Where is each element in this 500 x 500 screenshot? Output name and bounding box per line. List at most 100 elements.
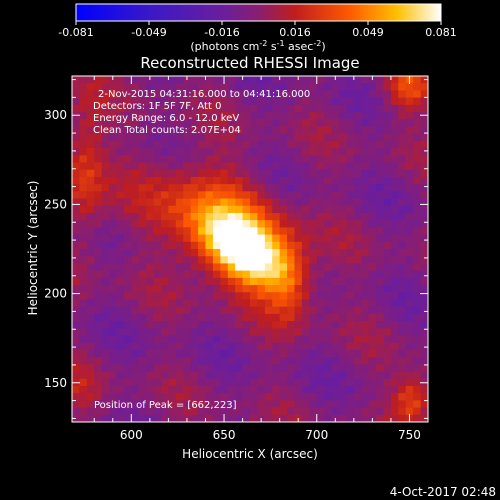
heatmap-pixel [294,393,303,401]
heatmap-pixel [101,97,110,106]
heatmap-pixel [398,364,407,372]
heatmap-pixel [235,133,243,142]
heatmap-pixel [413,249,421,257]
heatmap-pixel [183,104,192,113]
heatmap-pixel [376,220,384,228]
heatmap-pixel [161,285,169,293]
heatmap-pixel [198,227,206,235]
heatmap-pixel [198,104,206,113]
heatmap-pixel [309,126,318,135]
heatmap-pixel [405,83,414,91]
heatmap-pixel [309,349,318,358]
heatmap-pixel [168,241,177,250]
heatmap-pixel [72,169,80,178]
heatmap-pixel [242,184,251,192]
heatmap-pixel [279,328,288,336]
heatmap-pixel [116,191,125,199]
heatmap-pixel [190,241,199,250]
heatmap-pixel [301,126,310,135]
heatmap-pixel [153,256,162,264]
heatmap-pixel [390,169,399,178]
heatmap-pixel [257,119,266,127]
heatmap-pixel [123,256,132,264]
heatmap-pixel [235,220,243,228]
heatmap-pixel [94,335,103,344]
heatmap-pixel [235,249,243,257]
heatmap-pixel [205,148,214,156]
heatmap-pixel [146,349,154,358]
heatmap-pixel [272,342,281,351]
heatmap-pixel [101,285,110,293]
heatmap-pixel [146,270,154,279]
heatmap-pixel [353,270,362,279]
heatmap-pixel [398,205,407,214]
heatmap-pixel [324,205,332,214]
heatmap-pixel [86,133,95,142]
heatmap-pixel [94,306,103,315]
heatmap-pixel [183,212,192,221]
heatmap-pixel [198,385,206,394]
heatmap-pixel [183,299,192,308]
heatmap-pixel [353,191,362,199]
heatmap-pixel [101,364,110,372]
heatmap-pixel [168,234,177,243]
heatmap-pixel [339,335,347,344]
heatmap-pixel [227,212,236,221]
x-tick-label: 600 [120,428,143,442]
heatmap-pixel [220,169,229,178]
heatmap-pixel [235,119,243,127]
heatmap-pixel [161,407,169,416]
heatmap-pixel [420,407,428,416]
heatmap-pixel [212,198,221,207]
heatmap-pixel [376,140,384,149]
heatmap-pixel [212,407,221,416]
heatmap-pixel [383,83,392,91]
heatmap-pixel [287,249,295,257]
heatmap-pixel [353,256,362,264]
heatmap-pixel [131,104,140,113]
heatmap-pixel [346,313,355,322]
heatmap-pixel [190,292,199,300]
heatmap-pixel [72,83,80,91]
heatmap-pixel [361,256,370,264]
heatmap-pixel [353,83,362,91]
heatmap-pixel [116,198,125,207]
heatmap-pixel [79,169,88,178]
heatmap-pixel [101,184,110,192]
heatmap-pixel [101,378,110,387]
heatmap-pixel [376,349,384,358]
heatmap-pixel [368,400,377,408]
heatmap-pixel [116,104,125,113]
heatmap-pixel [227,407,236,416]
heatmap-pixel [153,234,162,243]
heatmap-pixel [183,393,192,401]
heatmap-pixel [368,335,377,344]
heatmap-pixel [309,112,318,120]
heatmap-pixel [235,126,243,135]
heatmap-pixel [198,191,206,199]
heatmap-pixel [86,184,95,192]
heatmap-pixel [94,119,103,127]
heatmap-pixel [168,83,177,91]
heatmap-pixel [190,270,199,279]
heatmap-pixel [146,126,154,135]
heatmap-pixel [339,285,347,293]
y-tick-label: 300 [44,108,67,122]
heatmap-pixel [390,104,399,113]
heatmap-pixel [361,400,370,408]
heatmap-pixel [138,126,147,135]
heatmap-pixel [86,249,95,257]
heatmap-pixel [316,328,325,336]
heatmap-pixel [309,140,318,149]
heatmap-pixel [72,321,80,329]
heatmap-pixel [264,357,273,365]
heatmap-pixel [324,140,332,149]
heatmap-pixel [161,169,169,178]
heatmap-pixel [235,364,243,372]
heatmap-pixel [175,184,184,192]
heatmap-pixel [94,227,103,235]
heatmap-pixel [138,212,147,221]
heatmap-pixel [198,220,206,228]
heatmap-pixel [294,342,303,351]
heatmap-pixel [198,133,206,142]
